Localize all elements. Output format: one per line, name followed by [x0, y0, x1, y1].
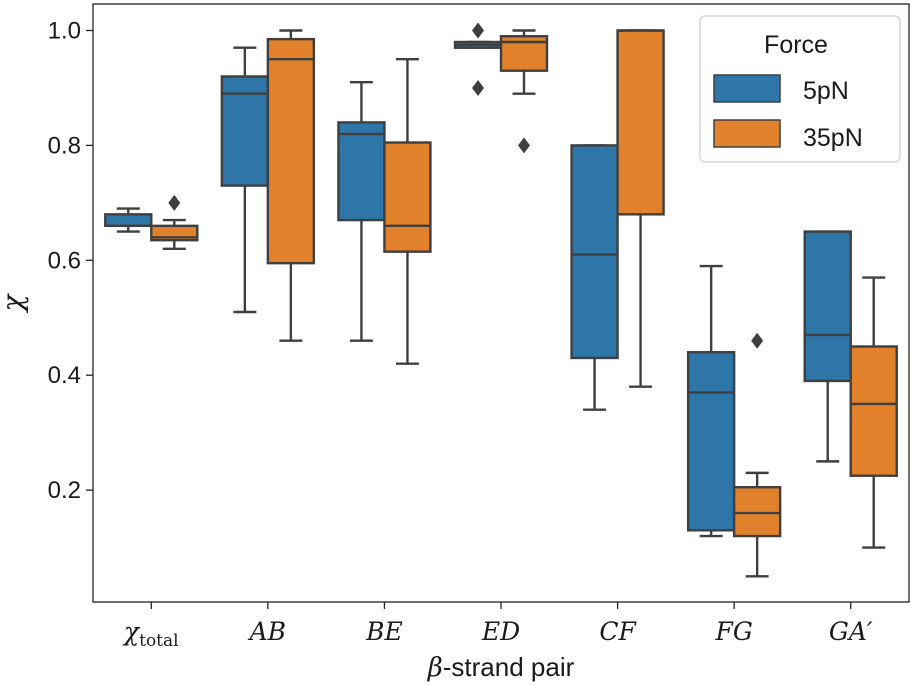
- outlier-point: [168, 194, 181, 211]
- x-tick-label: GA′: [829, 617, 873, 646]
- box-iqr: [616, 29, 665, 216]
- x-tick-label-main: ED: [481, 617, 520, 646]
- x-tick-label: CF: [599, 617, 637, 646]
- box-35pN-AB: [266, 29, 316, 342]
- y-tick-label: 0.2: [48, 477, 81, 504]
- legend: Force 5pN 35pN: [699, 15, 901, 163]
- box-iqr: [849, 345, 898, 477]
- x-tick-label: ED: [481, 617, 520, 646]
- outlier-point: [518, 137, 530, 154]
- box-iqr: [732, 486, 782, 538]
- plot-area: [104, 22, 898, 578]
- y-axis-label: χ: [0, 292, 29, 313]
- x-axis-label-text: -strand pair: [443, 652, 575, 682]
- x-tick-label: AB: [248, 617, 286, 646]
- box-5pN-AB: [220, 46, 270, 314]
- box-iqr: [570, 144, 619, 360]
- box-5pN-FG: [686, 264, 736, 538]
- legend-label-35pN: 35pN: [803, 124, 863, 152]
- x-axis: χtotal AB BE ED CF FG GA′: [122, 602, 873, 651]
- x-tick-label: χtotal: [122, 617, 179, 651]
- legend-swatch-5pN: [713, 74, 781, 103]
- outlier-point: [472, 22, 484, 39]
- box-iqr: [104, 213, 153, 228]
- legend-swatch-35pN: [713, 119, 781, 148]
- box-35pN-BE: [383, 58, 432, 365]
- x-tick-label: FG: [714, 617, 752, 646]
- x-tick-label-main: χ: [122, 617, 141, 646]
- x-tick-label-main: FG: [714, 617, 752, 646]
- outlier-point: [751, 332, 764, 349]
- x-tick-label-main: GA′: [829, 617, 873, 646]
- box-5pN-χtotal: [104, 207, 153, 233]
- legend-label-5pN: 5pN: [803, 77, 849, 105]
- box-35pN-FG: [732, 332, 782, 578]
- y-tick-label: 0.6: [48, 247, 81, 274]
- y-tick-label: 1.0: [48, 18, 81, 45]
- box-iqr: [337, 121, 386, 222]
- x-tick-label-main: BE: [365, 617, 403, 646]
- box-iqr: [686, 351, 736, 532]
- box-35pN-CF: [616, 29, 665, 388]
- legend-title: Force: [764, 31, 828, 59]
- box-35pN-GA′: [849, 276, 898, 549]
- x-tick-label-main: CF: [599, 617, 637, 646]
- x-axis-label: β-strand pair: [427, 652, 575, 683]
- y-axis: 0.2 0.4 0.6 0.8 1.0: [48, 18, 93, 504]
- x-axis-label-beta: β: [427, 653, 443, 683]
- outlier-point: [472, 79, 484, 96]
- box-5pN-BE: [337, 81, 386, 342]
- box-5pN-GA′: [803, 230, 852, 463]
- box-iqr: [803, 230, 852, 383]
- box-5pN-ED: [453, 22, 503, 96]
- y-tick-label: 0.4: [48, 362, 81, 389]
- box-35pN-χtotal: [150, 194, 199, 251]
- box-5pN-CF: [570, 144, 619, 411]
- x-tick-label: BE: [365, 617, 403, 646]
- box-iqr: [266, 37, 316, 265]
- y-tick-label: 0.8: [48, 132, 81, 159]
- x-tick-label-subscript: total: [139, 631, 178, 651]
- x-tick-label-main: AB: [248, 617, 286, 646]
- box-iqr: [383, 141, 432, 253]
- box-35pN-ED: [499, 29, 549, 154]
